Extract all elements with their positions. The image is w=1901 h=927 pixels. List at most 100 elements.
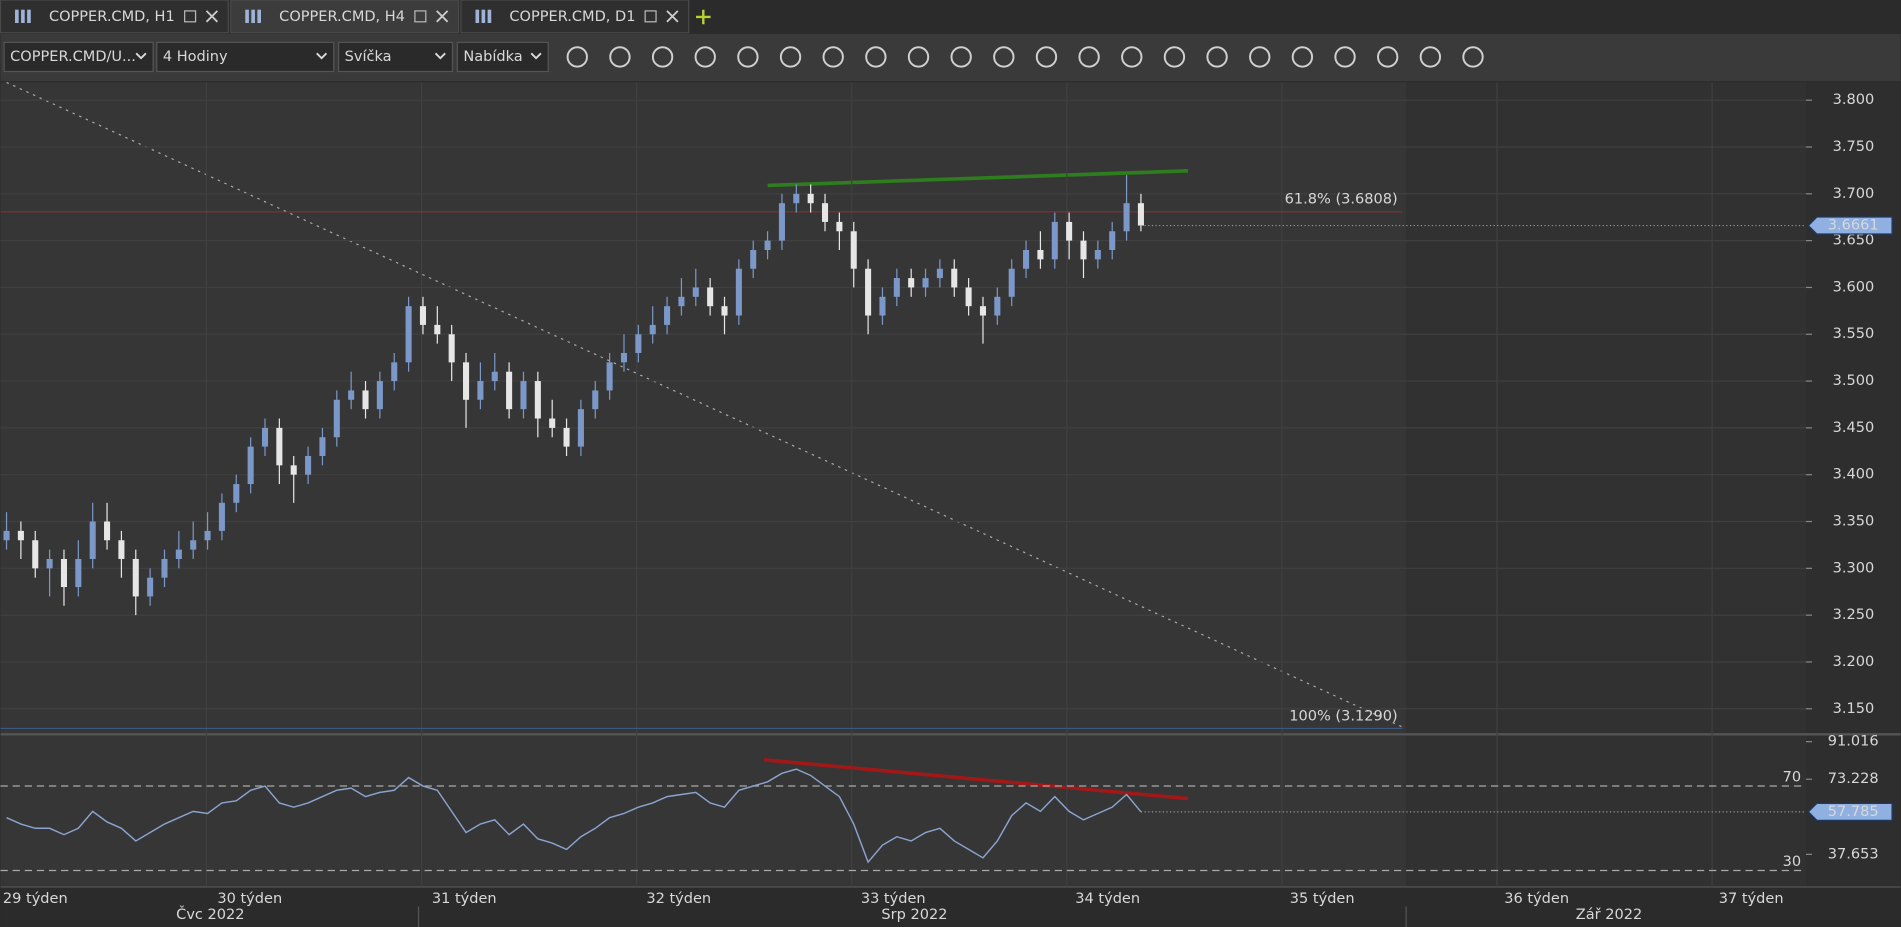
toolbar-icon[interactable] — [950, 46, 972, 68]
toolbar-icon[interactable] — [1035, 46, 1058, 68]
week-label: 34 týden — [1075, 891, 1140, 907]
toolbar-icon[interactable] — [566, 46, 588, 68]
tab-icon — [21, 9, 25, 24]
toolbar-icon[interactable] — [651, 46, 674, 68]
toolbar-icon[interactable] — [779, 46, 802, 68]
toolbar-icon[interactable] — [993, 46, 1015, 68]
candle-body — [936, 268, 943, 279]
candle-body — [276, 427, 283, 466]
candle-body — [247, 446, 254, 485]
popout-icon[interactable] — [644, 10, 657, 23]
close-icon[interactable] — [666, 10, 679, 23]
candle-body — [319, 437, 326, 456]
candle-body — [1080, 240, 1087, 260]
toolbar-icon[interactable] — [907, 46, 930, 68]
rsi-future-area — [1406, 735, 1807, 888]
candle-body — [434, 324, 441, 335]
toolbar-icon[interactable] — [1206, 46, 1228, 68]
candle-body — [506, 371, 513, 410]
tab-label: COPPER.CMD, D1 — [509, 9, 635, 25]
toolbar-icon[interactable] — [1291, 46, 1314, 68]
toolbar-icon[interactable] — [1377, 46, 1399, 68]
candle-body — [376, 381, 383, 410]
toolbar-icon[interactable] — [737, 46, 759, 68]
candle-body — [419, 306, 426, 325]
tab[interactable] — [230, 0, 460, 34]
toolbar-icon[interactable] — [1163, 46, 1186, 68]
y-tick-label: 91.016 — [1828, 734, 1879, 750]
candle-body — [793, 193, 800, 204]
candle-body — [994, 296, 1001, 316]
candle-body — [563, 427, 570, 447]
dropdown-label: Svíčka — [345, 49, 392, 65]
close-icon[interactable] — [205, 10, 219, 23]
add-tab-icon[interactable] — [696, 9, 711, 25]
candle-body — [979, 306, 987, 316]
candle-body — [1066, 221, 1073, 241]
candle-body — [104, 521, 111, 541]
toolbar-icon[interactable] — [1249, 46, 1271, 68]
candle-body — [520, 381, 527, 410]
y-tick-label: 3.350 — [1833, 514, 1875, 530]
candle-body — [965, 287, 972, 307]
candle-body — [46, 558, 53, 569]
candle-body — [32, 540, 39, 569]
candle-body — [922, 278, 929, 288]
y-tick-label: 3.400 — [1833, 467, 1875, 483]
candle-body — [577, 409, 584, 447]
tab-icon — [481, 9, 486, 24]
candle-body — [305, 455, 312, 475]
candle-body — [333, 399, 340, 438]
y-tick-label: 3.600 — [1833, 279, 1875, 295]
current-value: 57.785 — [1828, 804, 1879, 820]
candle-body — [218, 502, 225, 531]
candle-body — [118, 540, 125, 559]
tab[interactable] — [0, 0, 229, 34]
dropdown[interactable] — [156, 41, 335, 73]
candle-body — [778, 203, 785, 241]
candle-body — [879, 296, 886, 316]
y-tick-label: 37.653 — [1828, 846, 1879, 862]
month-label: Srp 2022 — [881, 907, 947, 923]
toolbar-icon[interactable] — [1121, 46, 1143, 68]
popout-icon[interactable] — [414, 10, 427, 23]
candle-body — [620, 352, 628, 363]
y-tick-label: 3.800 — [1833, 92, 1875, 108]
candle-body — [750, 249, 757, 269]
toolbar-icon[interactable] — [865, 46, 887, 68]
candle-body — [692, 287, 699, 297]
dropdown[interactable] — [456, 41, 549, 73]
plot-area — [0, 82, 1407, 734]
toolbar-icon[interactable] — [1334, 46, 1356, 68]
candle-body — [1051, 221, 1058, 260]
month-label: Zář 2022 — [1576, 907, 1642, 923]
popout-icon[interactable] — [184, 10, 197, 23]
toolbar-icon[interactable] — [822, 46, 844, 68]
toolbar-icon[interactable] — [1462, 46, 1484, 68]
tab-icon — [15, 9, 19, 24]
candle-body — [1094, 249, 1101, 260]
close-icon[interactable] — [436, 10, 449, 23]
dropdown-arrow — [135, 52, 147, 60]
candle-body — [635, 334, 642, 353]
toolbar-icon[interactable] — [694, 46, 716, 68]
candle-body — [233, 484, 240, 503]
tab[interactable] — [460, 0, 690, 34]
toolbar-icon[interactable] — [1078, 46, 1100, 68]
toolbar-icon[interactable] — [1419, 46, 1442, 68]
candle-body — [204, 530, 211, 541]
dropdown[interactable] — [337, 41, 454, 73]
candle-body — [850, 231, 857, 269]
candle-body — [1023, 249, 1030, 269]
candle-body — [664, 306, 671, 325]
dropdown[interactable] — [3, 41, 154, 73]
candle-body — [1109, 231, 1116, 250]
candle-body — [448, 334, 455, 363]
y-tick-label: 73.228 — [1828, 771, 1879, 787]
dropdown-label: Nabídka — [463, 49, 522, 65]
toolbar-icon[interactable] — [609, 46, 631, 68]
candle-body — [17, 530, 24, 541]
dropdown-arrow — [316, 52, 328, 60]
rsi-trendline — [763, 757, 1189, 801]
